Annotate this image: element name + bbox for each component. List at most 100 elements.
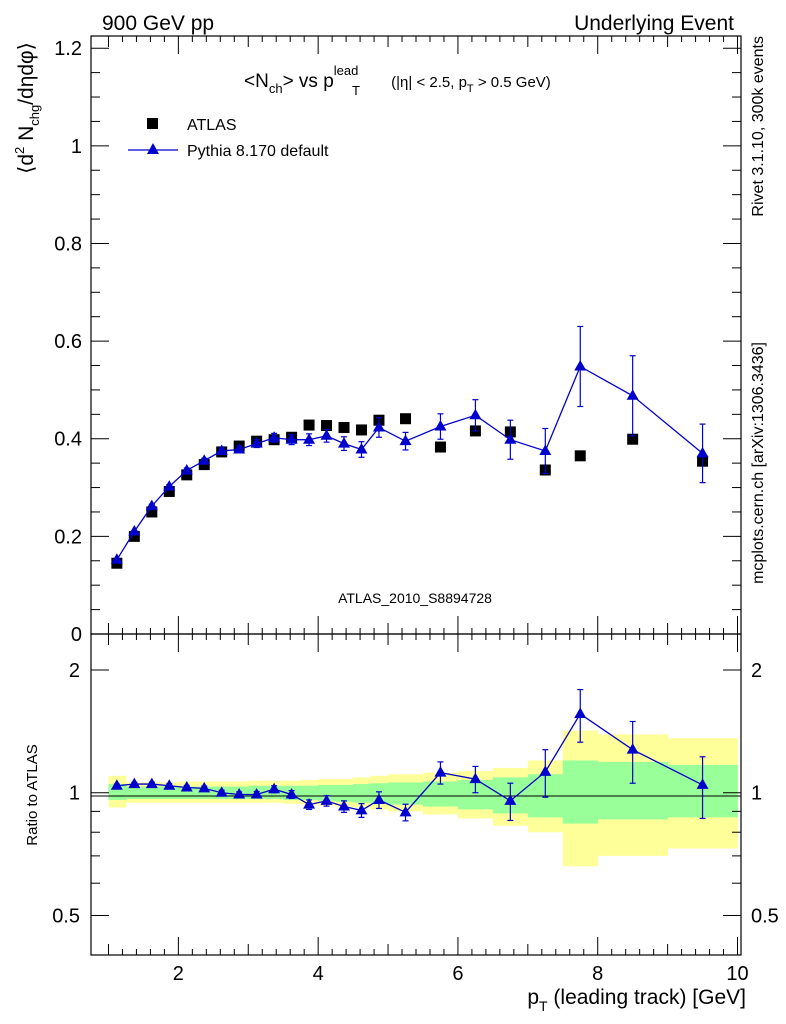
ratio-point-2 <box>145 777 158 789</box>
main-ylabel-a: ⟨d <box>15 154 38 174</box>
atlas-point-14 <box>355 424 367 436</box>
xtick-label-1: 4 <box>313 963 324 985</box>
ratio-ylabel: Ratio to ATLAS <box>24 744 41 845</box>
xlabel-a: p <box>527 986 539 1009</box>
plot-title-a-sub: ch <box>269 81 283 96</box>
pythia-point-22 <box>626 389 639 400</box>
pythia-point-1 <box>128 524 141 536</box>
pythia-point-16 <box>399 434 412 446</box>
ratio-point-15 <box>372 793 385 804</box>
main-ylabel-c: /dηdφ⟩ <box>15 42 38 105</box>
xtick-label-3: 8 <box>592 963 603 985</box>
pythia-point-17 <box>434 420 447 431</box>
plot-title-d: > 0.5 GeV) <box>474 74 551 91</box>
header-left-label: 900 GeV pp <box>102 12 214 35</box>
xlabel-a-sub: T <box>539 998 548 1014</box>
atlas-point-4 <box>181 469 193 481</box>
atlas-point-11 <box>303 419 315 431</box>
pythia-point-8 <box>250 437 263 448</box>
ratio-point-11 <box>303 798 316 809</box>
xlabel-b: (leading track) [GeV] <box>548 986 746 1009</box>
pythia-point-12 <box>320 429 333 440</box>
ratio-point-3 <box>163 779 176 790</box>
pythia-point-18 <box>469 408 482 420</box>
pythia-point-20 <box>539 444 552 455</box>
pythia-point-0 <box>110 553 123 564</box>
ratio-ytick-label-left-1: 1 <box>69 783 80 805</box>
main-ytick-label-6: 1.2 <box>54 38 82 60</box>
pythia-point-23 <box>696 446 709 458</box>
ratio-point-20 <box>539 765 552 776</box>
side-label-mcplots: mcplots.cern.ch [arXiv:1306.3436] <box>750 342 767 584</box>
pythia-point-2 <box>145 499 158 511</box>
main-ylabel: ⟨d2 Nchg/dηdφ⟩ <box>12 42 42 174</box>
plot-title-c-sub: T <box>467 83 474 95</box>
pythia-point-5 <box>198 454 211 465</box>
pythia-point-3 <box>163 480 176 491</box>
band-green-16 <box>388 782 424 805</box>
xtick-label-4: 10 <box>726 963 748 985</box>
plot-title-b-sub: T <box>352 83 360 98</box>
pythia-point-14 <box>355 442 368 454</box>
pythia-point-9 <box>268 431 281 442</box>
analysis-label: ATLAS_2010_S8894728 <box>338 590 492 606</box>
atlas-point-17 <box>434 441 446 453</box>
ratio-point-19 <box>504 794 517 805</box>
ratio-point-7 <box>233 787 246 799</box>
atlas-point-1 <box>128 530 140 542</box>
band-green-2 <box>143 786 162 800</box>
ratio-point-12 <box>320 794 333 805</box>
pythia-point-4 <box>180 463 193 475</box>
ratio-point-10 <box>285 787 298 799</box>
ratio-ytick-label-right-1: 1 <box>751 783 762 805</box>
ratio-point-4 <box>180 780 193 792</box>
atlas-point-16 <box>400 413 412 425</box>
main-ylabel-b-sub: chg <box>27 105 42 126</box>
ratio-uncertainty-bands <box>108 730 738 867</box>
ratio-point-6 <box>215 786 228 797</box>
band-green-12 <box>318 784 337 801</box>
main-ytick-label-0: 0 <box>71 624 82 646</box>
pythia-point-13 <box>338 437 351 448</box>
ratio-point-18 <box>469 772 482 784</box>
ratio-point-9 <box>268 782 281 794</box>
legend-atlas-marker <box>147 118 158 129</box>
pythia-point-19 <box>504 433 517 444</box>
pythia-point-7 <box>233 442 246 454</box>
ratio-panel-frame <box>90 633 742 956</box>
band-green-1 <box>125 786 144 800</box>
ratio-point-23 <box>696 778 709 789</box>
main-ytick-label-5: 1 <box>71 136 82 158</box>
band-green-11 <box>300 785 319 800</box>
main-ytick-label-1: 0.2 <box>54 526 82 548</box>
band-green-21 <box>562 760 599 824</box>
xlabel: pT (leading track) [GeV] <box>527 986 746 1014</box>
xtick-label-2: 6 <box>452 963 463 985</box>
band-green-13 <box>335 784 354 802</box>
ratio-point-21 <box>574 707 587 718</box>
ratio-point-5 <box>198 781 211 793</box>
pythia-point-21 <box>574 359 587 371</box>
atlas-point-22 <box>627 433 639 445</box>
pythia-point-6 <box>215 444 228 455</box>
main-ytick-label-4: 0.8 <box>54 233 82 255</box>
plot-title-b-sup: lead <box>334 63 359 78</box>
side-label-rivet: Rivet 3.1.10, 300k events <box>750 36 767 217</box>
atlas-point-13 <box>338 422 350 434</box>
plot-title-c: (|η| < 2.5, p <box>387 74 467 91</box>
ratio-point-22 <box>626 743 639 754</box>
ratio-point-13 <box>338 800 351 811</box>
ratio-ytick-label-left-0: 0.5 <box>52 905 80 927</box>
main-ylabel-b: N <box>15 126 38 147</box>
ratio-point-0 <box>110 779 123 790</box>
band-green-17 <box>422 781 459 807</box>
ratio-ytick-label-left-2: 2 <box>69 660 80 682</box>
legend: ATLAS Pythia 8.170 default <box>128 117 329 160</box>
ratio-point-16 <box>399 805 412 817</box>
legend-pythia-marker <box>147 143 159 154</box>
ratio-point-8 <box>250 787 263 799</box>
main-ytick-label-2: 0.4 <box>54 429 82 451</box>
band-green-14 <box>353 784 371 803</box>
plot-title-b: > vs p <box>283 71 334 92</box>
atlas-point-2 <box>146 506 158 518</box>
